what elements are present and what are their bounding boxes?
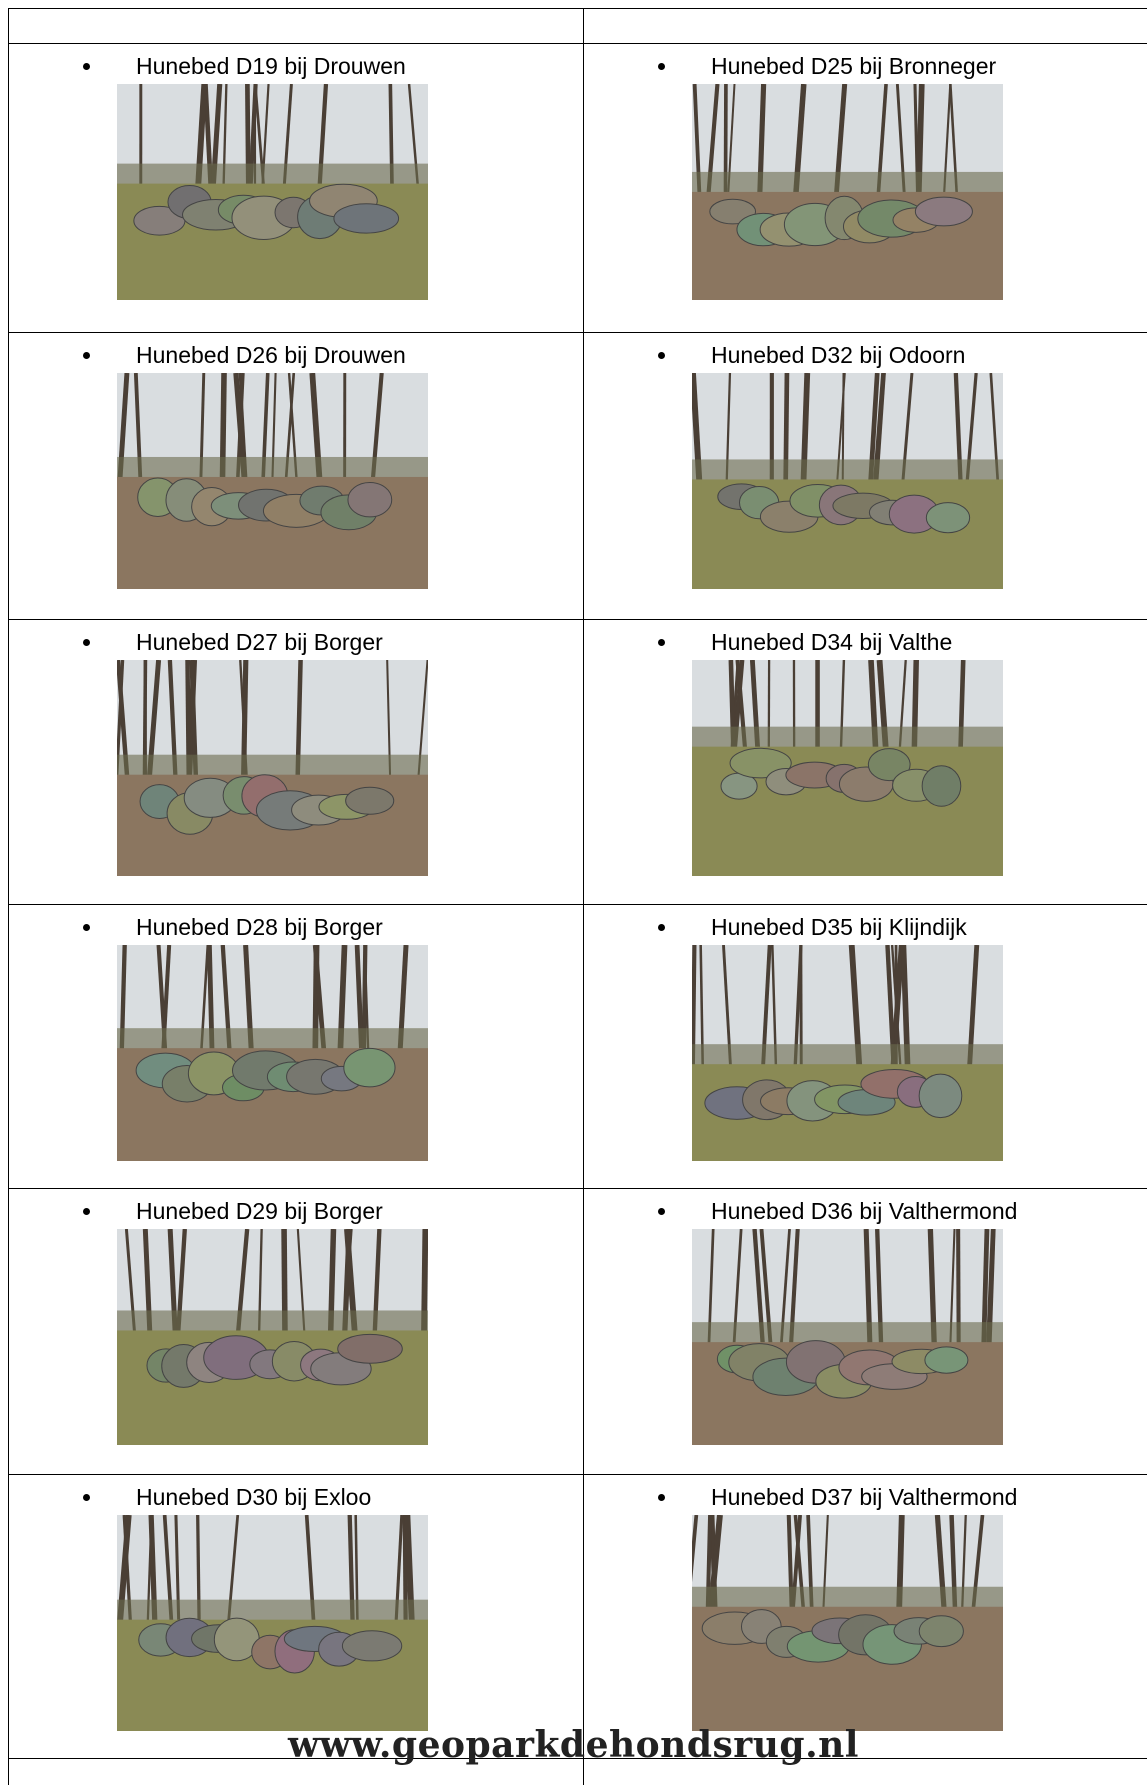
table-cell: Hunebed D32 bij Odoorn <box>583 332 1147 619</box>
table-cell: Hunebed D28 bij Borger <box>8 904 583 1188</box>
table-border <box>583 8 584 1785</box>
table-cell: Hunebed D37 bij Valthermond <box>583 1474 1147 1758</box>
list-item: Hunebed D19 bij Drouwen <box>83 53 406 79</box>
table-cell: Hunebed D36 bij Valthermond <box>583 1188 1147 1474</box>
list-item: Hunebed D25 bij Bronneger <box>658 53 996 79</box>
bullet-list: Hunebed D19 bij Drouwen <box>83 53 406 79</box>
watermark: www.geoparkdehondsrug.nl <box>288 1724 859 1766</box>
cell-label: Hunebed D35 bij Klijndijk <box>711 914 967 940</box>
photo <box>117 373 428 589</box>
list-item: Hunebed D30 bij Exloo <box>83 1484 371 1510</box>
bullet-list: Hunebed D29 bij Borger <box>83 1198 383 1224</box>
table-border <box>8 332 1147 333</box>
photo <box>692 945 1003 1161</box>
photo <box>117 945 428 1161</box>
table-border <box>8 619 1147 620</box>
bullet-list: Hunebed D37 bij Valthermond <box>658 1484 1017 1510</box>
table-cell: Hunebed D34 bij Valthe <box>583 619 1147 904</box>
bullet-list: Hunebed D36 bij Valthermond <box>658 1198 1017 1224</box>
bullet-list: Hunebed D35 bij Klijndijk <box>658 914 967 940</box>
list-item: Hunebed D34 bij Valthe <box>658 629 952 655</box>
list-item: Hunebed D36 bij Valthermond <box>658 1198 1017 1224</box>
bullet-list: Hunebed D26 bij Drouwen <box>83 342 406 368</box>
list-item: Hunebed D28 bij Borger <box>83 914 383 940</box>
list-item: Hunebed D27 bij Borger <box>83 629 383 655</box>
photo <box>692 84 1003 300</box>
bullet-list: Hunebed D28 bij Borger <box>83 914 383 940</box>
cell-label: Hunebed D28 bij Borger <box>136 914 383 940</box>
list-item: Hunebed D35 bij Klijndijk <box>658 914 967 940</box>
table-border <box>8 8 9 1785</box>
bullet-list: Hunebed D34 bij Valthe <box>658 629 952 655</box>
table-cell: Hunebed D27 bij Borger <box>8 619 583 904</box>
bullet-list: Hunebed D32 bij Odoorn <box>658 342 965 368</box>
photo <box>117 84 428 300</box>
table-cell: Hunebed D29 bij Borger <box>8 1188 583 1474</box>
bullet-list: Hunebed D25 bij Bronneger <box>658 53 996 79</box>
list-item: Hunebed D29 bij Borger <box>83 1198 383 1224</box>
photo <box>692 373 1003 589</box>
photo <box>692 1515 1003 1731</box>
table-border <box>8 8 1147 9</box>
cell-label: Hunebed D34 bij Valthe <box>711 629 953 655</box>
bullet-list: Hunebed D27 bij Borger <box>83 629 383 655</box>
cell-label: Hunebed D27 bij Borger <box>136 629 383 655</box>
photo <box>117 1515 428 1731</box>
table-border <box>8 43 1147 44</box>
table-cell: Hunebed D30 bij Exloo <box>8 1474 583 1758</box>
table-cell: Hunebed D35 bij Klijndijk <box>583 904 1147 1188</box>
cell-label: Hunebed D36 bij Valthermond <box>711 1198 1018 1224</box>
table-border <box>8 904 1147 905</box>
cell-label: Hunebed D37 bij Valthermond <box>711 1484 1018 1510</box>
cell-label: Hunebed D32 bij Odoorn <box>711 342 966 368</box>
list-item: Hunebed D32 bij Odoorn <box>658 342 965 368</box>
table-cell: Hunebed D26 bij Drouwen <box>8 332 583 619</box>
cell-label: Hunebed D19 bij Drouwen <box>136 53 406 79</box>
photo <box>692 660 1003 876</box>
table-border <box>8 1188 1147 1189</box>
bullet-list: Hunebed D30 bij Exloo <box>83 1484 371 1510</box>
cell-label: Hunebed D29 bij Borger <box>136 1198 383 1224</box>
cell-label: Hunebed D25 bij Bronneger <box>711 53 997 79</box>
list-item: Hunebed D37 bij Valthermond <box>658 1484 1017 1510</box>
list-item: Hunebed D26 bij Drouwen <box>83 342 406 368</box>
photo <box>117 660 428 876</box>
cell-label: Hunebed D30 bij Exloo <box>136 1484 372 1510</box>
cell-label: Hunebed D26 bij Drouwen <box>136 342 406 368</box>
photo <box>117 1229 428 1445</box>
table-border <box>8 1474 1147 1475</box>
photo <box>692 1229 1003 1445</box>
table-border <box>8 1758 1147 1759</box>
table-cell: Hunebed D25 bij Bronneger <box>583 43 1147 332</box>
table-cell: Hunebed D19 bij Drouwen <box>8 43 583 332</box>
